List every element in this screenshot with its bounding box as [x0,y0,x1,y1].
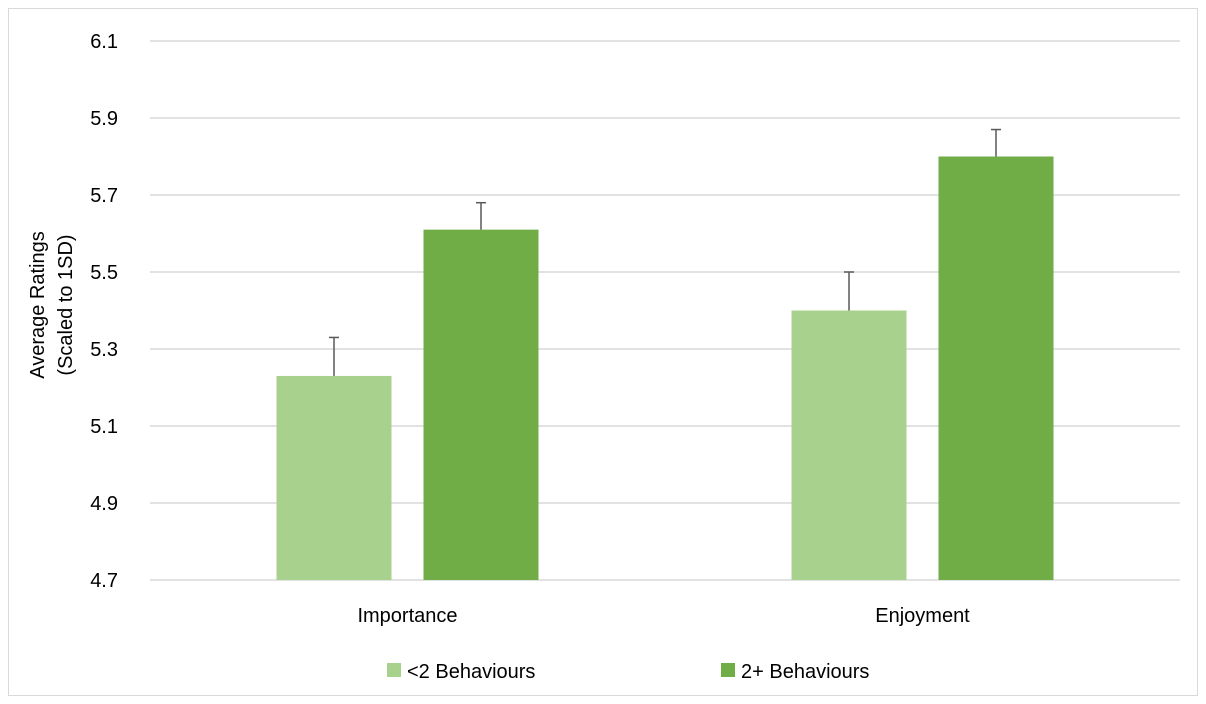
error-bar [329,336,339,376]
y-tick-label: 4.9 [90,493,118,515]
x-category-label: Enjoyment [875,605,970,627]
legend-swatch [387,663,401,677]
legend-label: 2+ Behaviours [741,661,869,683]
y-axis-title-line-1: Average Ratings [27,231,49,379]
bar [938,156,1054,580]
y-tick-label: 5.7 [90,185,118,207]
x-category-label: Importance [357,605,457,627]
bar [791,310,907,580]
y-tick-label: 5.3 [90,339,118,361]
error-bar [844,271,854,311]
bars [276,156,1054,580]
error-bars [329,128,1001,376]
y-axis-title-line-2: (Scaled to 1SD) [55,234,77,375]
legend-entry: <2 Behaviours [387,661,535,683]
y-tick-labels: 4.7 4.9 5.1 5.3 5.5 5.7 5.9 6.1 [90,31,118,592]
y-axis-title: Average Ratings (Scaled to 1SD) [27,231,77,379]
error-bar [991,128,1001,157]
legend-label: <2 Behaviours [407,661,535,683]
y-tick-label: 5.5 [90,262,118,284]
legend-swatch [721,663,735,677]
bar [423,229,539,580]
bar [276,375,392,580]
error-bar [476,201,486,230]
y-tick-label: 6.1 [90,31,118,53]
y-tick-label: 5.1 [90,416,118,438]
legend: <2 Behaviours 2+ Behaviours [387,661,869,683]
y-tick-label: 4.7 [90,570,118,592]
legend-entry: 2+ Behaviours [721,661,869,683]
x-category-labels: Importance Enjoyment [357,605,970,627]
y-tick-label: 5.9 [90,108,118,130]
